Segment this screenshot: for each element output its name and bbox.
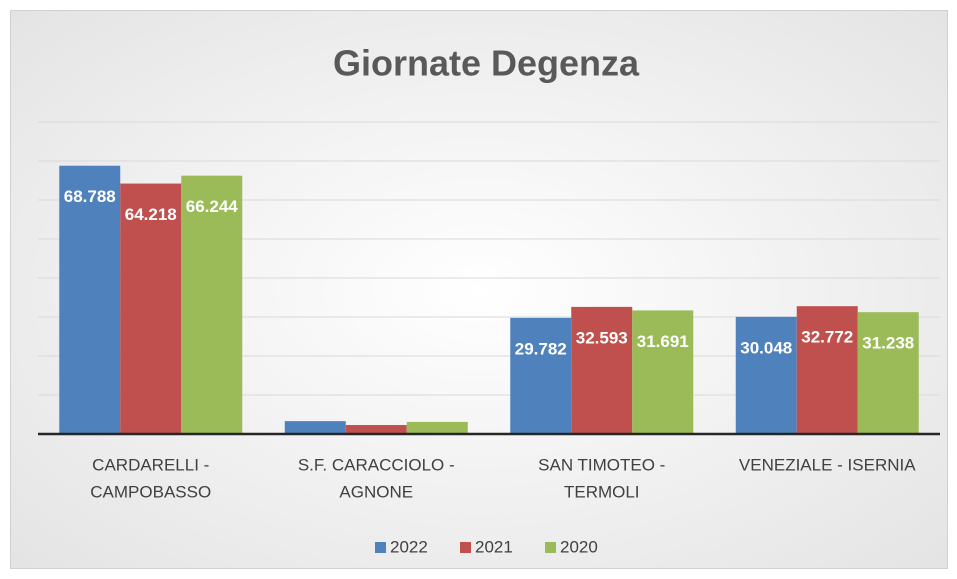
data-label: 64.218	[125, 205, 177, 224]
chart-title: Giornate Degenza	[333, 43, 640, 84]
x-tick-label: SAN TIMOTEO -	[538, 455, 665, 474]
data-label: 29.782	[515, 339, 567, 358]
data-label: 30.048	[740, 338, 792, 357]
x-tick-label: CARDARELLI -	[92, 455, 209, 474]
data-label: 32.772	[801, 328, 853, 347]
bar	[59, 165, 121, 434]
bar	[284, 421, 346, 434]
legend-label: 2020	[560, 537, 598, 556]
bar	[796, 306, 858, 434]
data-label: 31.238	[862, 334, 914, 353]
legend-swatch	[375, 542, 386, 553]
legend-label: 2022	[390, 537, 428, 556]
legend-swatch	[460, 542, 471, 553]
x-tick-label: CAMPOBASSO	[90, 482, 211, 501]
x-tick-label: AGNONE	[339, 482, 413, 501]
legend-swatch	[545, 542, 556, 553]
data-label: 32.593	[576, 328, 628, 347]
bar	[181, 175, 243, 434]
bar	[857, 312, 919, 434]
data-label: 31.691	[637, 332, 689, 351]
legend-label: 2021	[475, 537, 513, 556]
bar	[406, 421, 468, 434]
bar	[571, 306, 633, 434]
x-tick-label: TERMOLI	[564, 482, 640, 501]
bar	[735, 316, 797, 434]
bar	[632, 310, 694, 434]
data-label: 66.244	[186, 197, 239, 216]
x-tick-label: VENEZIALE - ISERNIA	[739, 455, 916, 474]
bar	[510, 317, 572, 434]
bar	[120, 183, 182, 434]
data-label: 68.788	[64, 187, 116, 206]
bar	[345, 425, 407, 434]
x-tick-label: S.F. CARACCIOLO -	[298, 455, 455, 474]
